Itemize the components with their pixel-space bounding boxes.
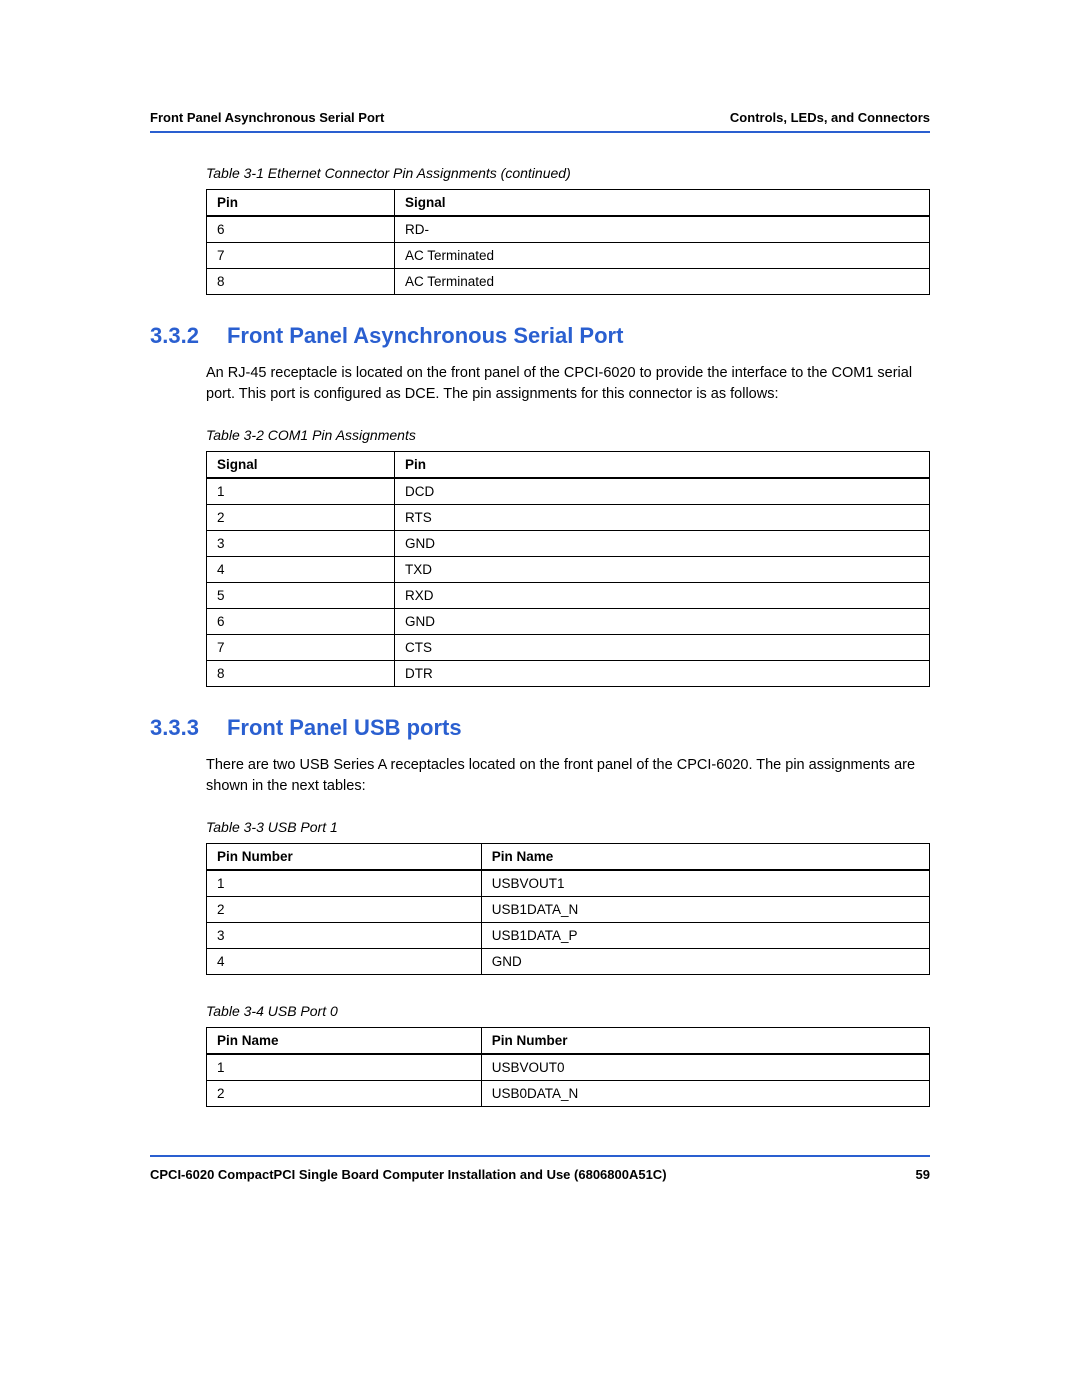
cell: 1 [207,478,395,505]
cell: USBVOUT1 [481,870,929,897]
usb-port0-table: Pin Name Pin Number 1USBVOUT0 2USB0DATA_… [206,1027,930,1107]
table-header-row: Signal Pin [207,452,930,479]
table-caption-2: Table 3-2 COM1 Pin Assignments [206,427,930,443]
com1-pin-table: Signal Pin 1DCD 2RTS 3GND 4TXD 5RXD 6GND… [206,451,930,687]
cell: TXD [394,557,929,583]
col-pin-number: Pin Number [207,844,482,871]
table-row: 1USBVOUT1 [207,870,930,897]
section-title: Front Panel USB ports [227,715,462,741]
cell: DTR [394,661,929,687]
table-row: 2USB1DATA_N [207,897,930,923]
cell: 3 [207,531,395,557]
section-body-333: There are two USB Series A receptacles l… [206,755,930,797]
section-number: 3.3.3 [150,715,199,741]
cell: RD- [394,216,929,243]
table-row: 1DCD [207,478,930,505]
cell: 4 [207,557,395,583]
cell: USBVOUT0 [481,1054,929,1081]
table-row: 6GND [207,609,930,635]
ethernet-pin-table: Pin Signal 6RD- 7AC Terminated 8AC Termi… [206,189,930,295]
col-pin: Pin [394,452,929,479]
cell: AC Terminated [394,243,929,269]
table-caption-1: Table 3-1 Ethernet Connector Pin Assignm… [206,165,930,181]
table-caption-3: Table 3-3 USB Port 1 [206,819,930,835]
table-row: 3USB1DATA_P [207,923,930,949]
cell: 2 [207,897,482,923]
cell: GND [394,609,929,635]
table-row: 6RD- [207,216,930,243]
section-title: Front Panel Asynchronous Serial Port [227,323,623,349]
header-right: Controls, LEDs, and Connectors [730,110,930,125]
section-number: 3.3.2 [150,323,199,349]
table-row: 8DTR [207,661,930,687]
section-body-332: An RJ-45 receptacle is located on the fr… [206,363,930,405]
page-header: Front Panel Asynchronous Serial Port Con… [150,110,930,133]
cell: DCD [394,478,929,505]
section-heading-333: 3.3.3 Front Panel USB ports [150,715,930,741]
col-signal: Signal [207,452,395,479]
table-caption-4: Table 3-4 USB Port 0 [206,1003,930,1019]
cell: 7 [207,243,395,269]
table-header-row: Pin Number Pin Name [207,844,930,871]
cell: GND [394,531,929,557]
cell: 6 [207,216,395,243]
col-pin-name: Pin Name [207,1028,482,1055]
cell: USB1DATA_N [481,897,929,923]
footer-page-number: 59 [916,1167,930,1182]
col-pin-name: Pin Name [481,844,929,871]
cell: 8 [207,661,395,687]
table-row: 2USB0DATA_N [207,1081,930,1107]
cell: 2 [207,505,395,531]
table-row: 2RTS [207,505,930,531]
cell: USB0DATA_N [481,1081,929,1107]
table-row: 8AC Terminated [207,269,930,295]
col-pin: Pin [207,190,395,217]
table-header-row: Pin Signal [207,190,930,217]
cell: 3 [207,923,482,949]
header-left: Front Panel Asynchronous Serial Port [150,110,384,125]
table-row: 5RXD [207,583,930,609]
table-row: 4GND [207,949,930,975]
section-heading-332: 3.3.2 Front Panel Asynchronous Serial Po… [150,323,930,349]
cell: RTS [394,505,929,531]
cell: 1 [207,1054,482,1081]
table-row: 7AC Terminated [207,243,930,269]
cell: 6 [207,609,395,635]
table-row: 3GND [207,531,930,557]
table-header-row: Pin Name Pin Number [207,1028,930,1055]
footer-title: CPCI-6020 CompactPCI Single Board Comput… [150,1167,667,1182]
usb-port1-table: Pin Number Pin Name 1USBVOUT1 2USB1DATA_… [206,843,930,975]
table-row: 1USBVOUT0 [207,1054,930,1081]
col-signal: Signal [394,190,929,217]
document-page: Front Panel Asynchronous Serial Port Con… [0,0,1080,1242]
cell: RXD [394,583,929,609]
cell: 7 [207,635,395,661]
cell: 5 [207,583,395,609]
cell: 2 [207,1081,482,1107]
table-row: 4TXD [207,557,930,583]
cell: AC Terminated [394,269,929,295]
cell: CTS [394,635,929,661]
cell: 1 [207,870,482,897]
cell: 4 [207,949,482,975]
cell: 8 [207,269,395,295]
cell: USB1DATA_P [481,923,929,949]
cell: GND [481,949,929,975]
col-pin-number: Pin Number [481,1028,929,1055]
table-row: 7CTS [207,635,930,661]
page-footer: CPCI-6020 CompactPCI Single Board Comput… [150,1155,930,1182]
